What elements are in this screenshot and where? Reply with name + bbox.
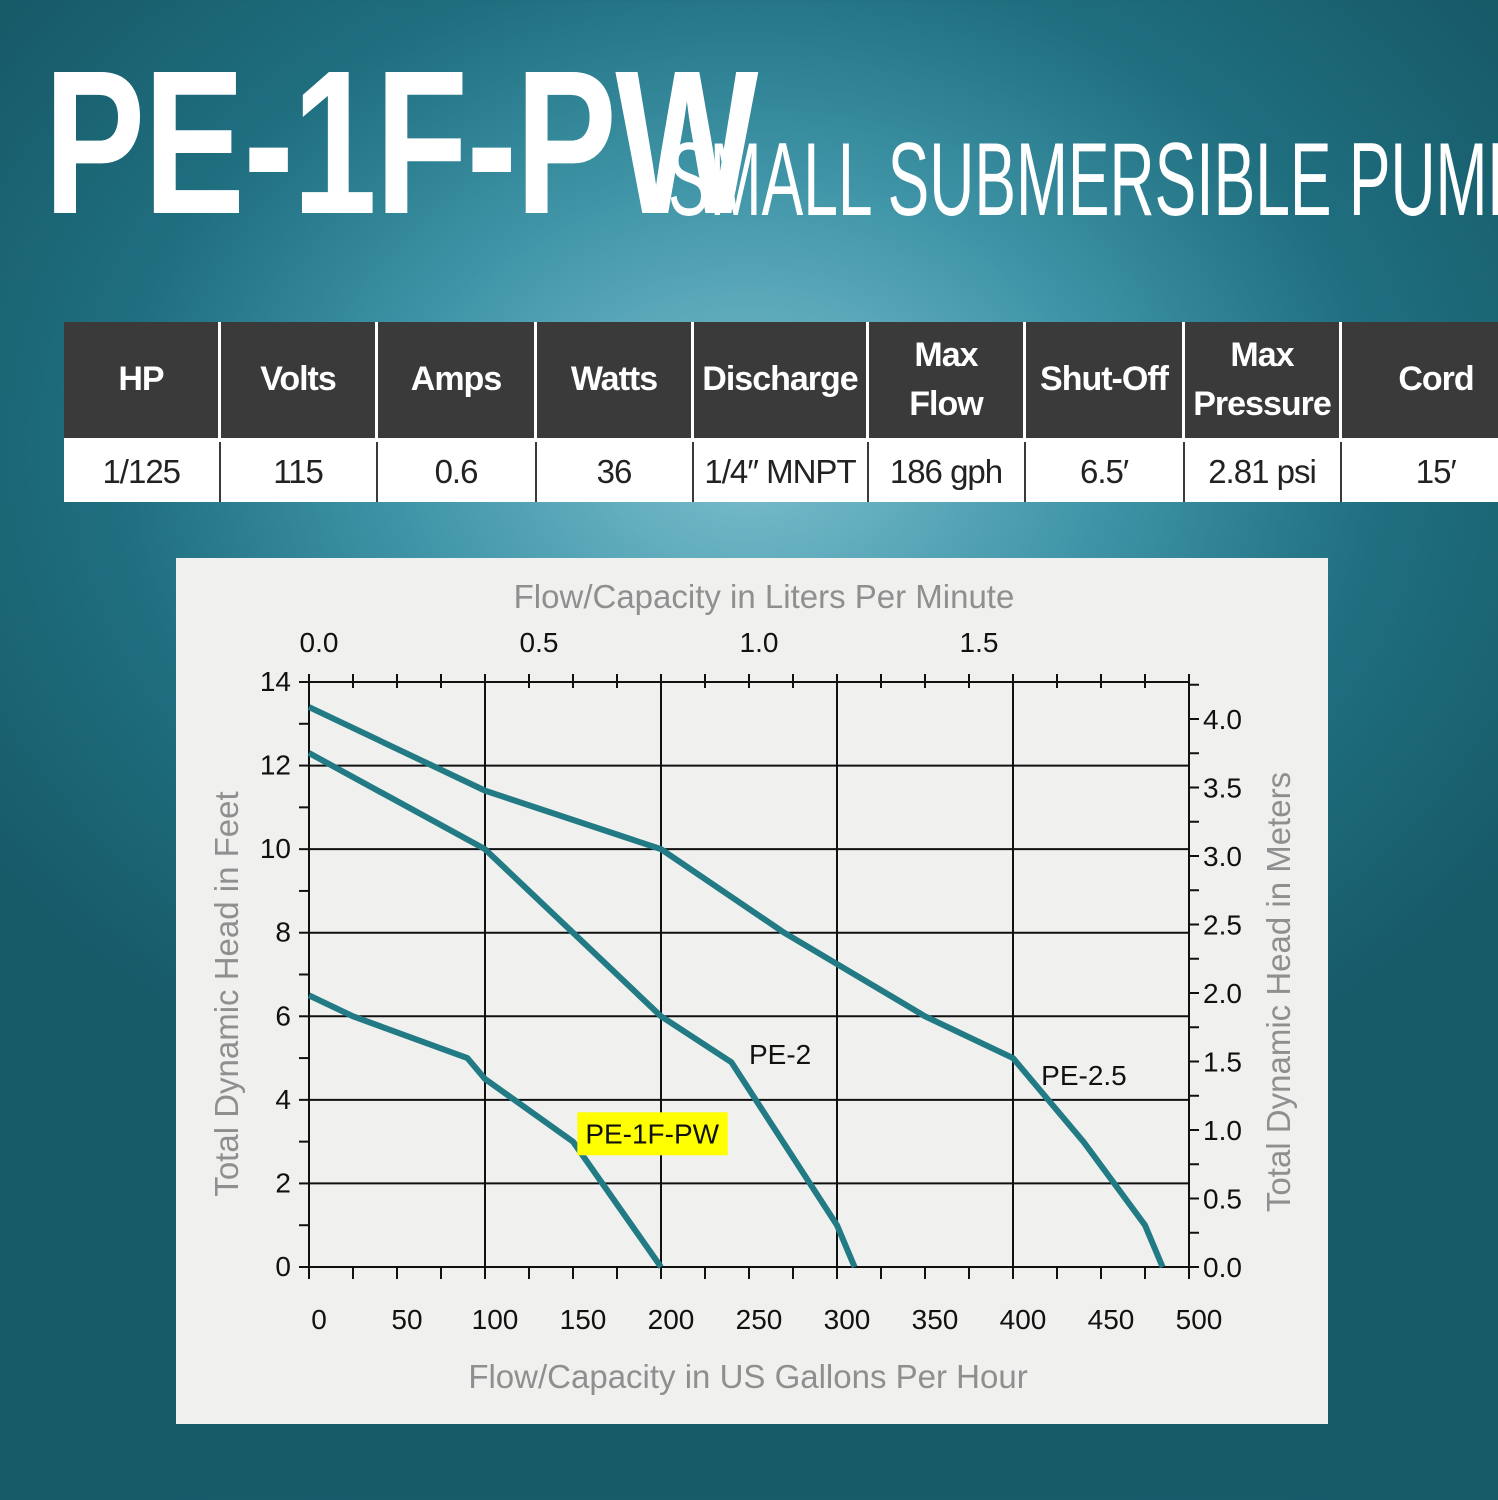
y2-tick-label: 2.5	[1203, 909, 1242, 940]
y-tick-label: 12	[260, 750, 291, 781]
x2-tick-label: 1.5	[960, 627, 999, 658]
x-tick-label: 100	[472, 1304, 519, 1335]
y2-tick-label: 2.0	[1203, 978, 1242, 1009]
product-description: SMALL SUBMERSIBLE PUMP	[668, 122, 1498, 238]
y-tick-label: 0	[275, 1251, 291, 1282]
model-title: PE-1F-PW	[44, 28, 758, 257]
pump-curve-chart: 0 50 100 150 200 250 300 350 400 450 500 0 2 4 6 8 10 12 1…	[176, 558, 1328, 1424]
spec-value-cell: 1/125	[64, 438, 221, 502]
spec-value-cell: 186 gph	[867, 438, 1026, 502]
spec-value-cell: 2.81 psi	[1183, 438, 1342, 502]
series-line	[307, 750, 858, 1269]
spec-header-text: Watts	[570, 360, 658, 399]
series-label-highlight	[577, 1112, 728, 1156]
x2-tick-label: 0.0	[300, 627, 339, 658]
y2-tick-label: 0.5	[1203, 1183, 1242, 1214]
spec-header-text: Max	[1230, 335, 1294, 374]
y-tick-label: 4	[275, 1084, 291, 1115]
spec-header-text: Discharge	[702, 360, 858, 399]
spec-value-cell: 1/4″ MNPT	[692, 438, 869, 502]
y-tick-label: 8	[275, 917, 291, 948]
spec-header-cell: Amps	[376, 322, 537, 440]
y2-tick-label: 1.0	[1203, 1115, 1242, 1146]
spec-table: HP Volts Amps Watts Discharge Max Flow Shut-Off…	[64, 322, 1498, 502]
spec-value-cell: 0.6	[376, 438, 537, 502]
spec-value-cell: 115	[219, 438, 378, 502]
series-line	[307, 992, 664, 1269]
spec-header-cell: Shut-Off	[1024, 322, 1185, 440]
spec-header-cell: Max Flow	[867, 322, 1026, 440]
spec-header-text: HP	[118, 360, 164, 399]
spec-header-cell: Discharge	[692, 322, 869, 440]
x-tick-label: 500	[1176, 1304, 1223, 1335]
series-label: PE-1F-PW	[585, 1118, 719, 1149]
x-tick-label: 0	[311, 1304, 327, 1335]
spec-value-cell: 15′	[1340, 438, 1498, 502]
x-tick-label: 50	[391, 1304, 422, 1335]
spec-header-text: Amps	[410, 360, 502, 399]
left-axis-title: Total Dynamic Head in Feet	[208, 791, 245, 1196]
spec-header-text: Pressure	[1193, 385, 1332, 423]
y-tick-label: 6	[275, 1000, 291, 1031]
top-axis-title: Flow/Capacity in Liters Per Minute	[514, 578, 1015, 615]
spec-header-text: Cord	[1398, 360, 1474, 399]
curve-layer	[307, 704, 1166, 1269]
x-tick-label: 350	[912, 1304, 959, 1335]
x-tick-label: 150	[560, 1304, 607, 1335]
x-tick-label: 400	[1000, 1304, 1047, 1335]
right-axis-title: Total Dynamic Head in Meters	[1260, 772, 1297, 1212]
y2-tick-label: 4.0	[1203, 704, 1242, 735]
y-tick-label: 2	[275, 1167, 291, 1198]
spec-header-text: Max	[914, 335, 978, 374]
x-tick-label: 300	[824, 1304, 871, 1335]
spec-header-cell: Cord	[1340, 322, 1498, 440]
spec-header-cell: HP	[64, 322, 221, 440]
spec-header-cell: Watts	[535, 322, 694, 440]
y2-tick-label: 1.5	[1203, 1046, 1242, 1077]
spec-header-text: Shut-Off	[1040, 360, 1169, 399]
series-line	[307, 704, 1166, 1269]
x-tick-label: 250	[736, 1304, 783, 1335]
spec-header-cell: Max Pressure	[1183, 322, 1342, 440]
x2-tick-label: 1.0	[740, 627, 779, 658]
x-tick-label: 200	[648, 1304, 695, 1335]
y2-tick-label: 0.0	[1203, 1252, 1242, 1283]
spec-header-cell: Volts	[219, 322, 378, 440]
spec-value-cell: 6.5′	[1024, 438, 1185, 502]
label-layer: 0 50 100 150 200 250 300 350 400 450 500 0 2 4 6 8 10 12 1…	[260, 627, 1242, 1335]
y2-tick-label: 3.0	[1203, 841, 1242, 872]
chart-canvas: 0 50 100 150 200 250 300 350 400 450 500 0 2 4 6 8 10 12 1…	[208, 578, 1297, 1395]
tick-layer	[299, 674, 1199, 1279]
x2-tick-label: 0.5	[520, 627, 559, 658]
y-tick-label: 10	[260, 833, 291, 864]
spec-value-row: 1/125 115 0.6 36 1/4″ MNPT 186 gph 6.5′ 2.81 ps…	[64, 438, 1498, 502]
spec-header-row: HP Volts Amps Watts Discharge Max Flow Shut-Off…	[64, 322, 1498, 440]
series-label: PE-2.5	[1041, 1060, 1127, 1091]
x-tick-label: 450	[1088, 1304, 1135, 1335]
spec-value-cell: 36	[535, 438, 694, 502]
y2-tick-label: 3.5	[1203, 772, 1242, 803]
spec-header-text: Flow	[909, 385, 983, 423]
bottom-axis-title: Flow/Capacity in US Gallons Per Hour	[468, 1358, 1027, 1395]
spec-header-text: Volts	[260, 360, 337, 399]
y-tick-label: 14	[260, 666, 291, 697]
series-label: PE-2	[749, 1039, 811, 1070]
